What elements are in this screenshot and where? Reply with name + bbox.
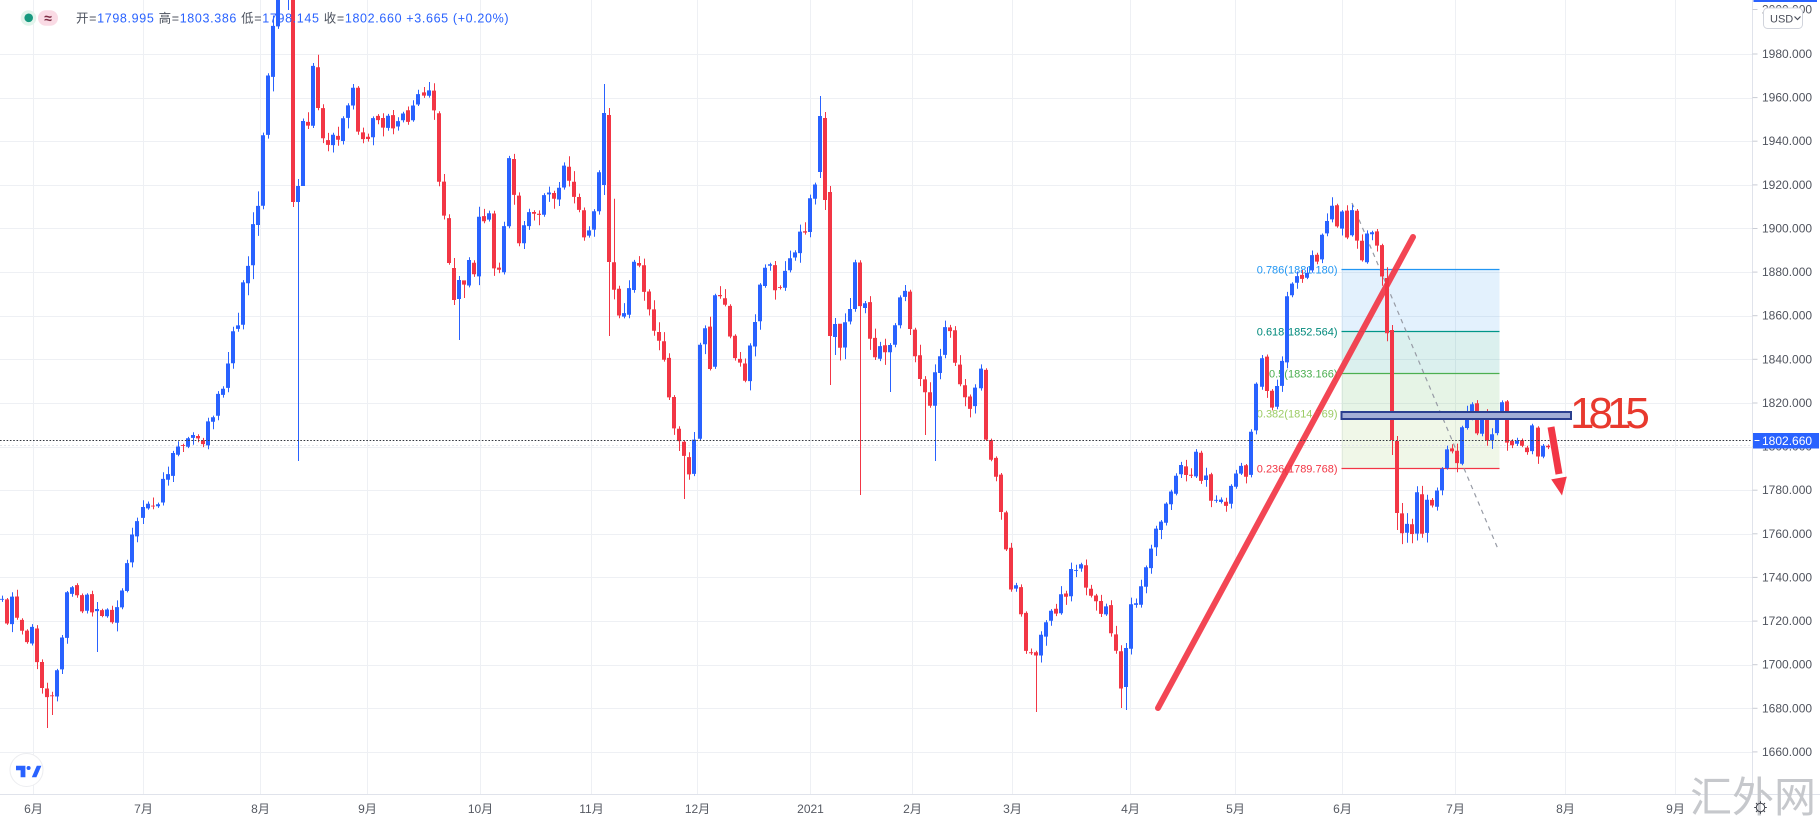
svg-text:1940.000: 1940.000 <box>1762 134 1812 148</box>
svg-text:开=1798.995 高=1803.386 低=1798.1: 开=1798.995 高=1803.386 低=1798.145 收=1802.… <box>76 11 509 26</box>
svg-text:汇外网: 汇外网 <box>1690 774 1816 821</box>
svg-text:4月: 4月 <box>1121 802 1140 816</box>
svg-text:1740.000: 1740.000 <box>1762 570 1812 584</box>
svg-text:7月: 7月 <box>134 802 153 816</box>
svg-text:11月: 11月 <box>579 802 603 816</box>
svg-text:9月: 9月 <box>1666 802 1685 816</box>
svg-text:1802.660: 1802.660 <box>1762 434 1812 448</box>
svg-text:1980.000: 1980.000 <box>1762 47 1812 61</box>
svg-text:9月: 9月 <box>358 802 377 816</box>
svg-text:1680.000: 1680.000 <box>1762 701 1812 715</box>
svg-text:7月: 7月 <box>1446 802 1465 816</box>
svg-text:3月: 3月 <box>1003 802 1022 816</box>
svg-text:1760.000: 1760.000 <box>1762 527 1812 541</box>
svg-text:1820.000: 1820.000 <box>1762 396 1812 410</box>
svg-text:6月: 6月 <box>1333 802 1352 816</box>
svg-text:2月: 2月 <box>903 802 922 816</box>
svg-text:1700.000: 1700.000 <box>1762 658 1812 672</box>
svg-text:12月: 12月 <box>685 802 710 816</box>
svg-text:0.5(1833.166): 0.5(1833.166) <box>1269 369 1338 381</box>
svg-text:1660.000: 1660.000 <box>1762 745 1812 759</box>
svg-text:10月: 10月 <box>468 802 493 816</box>
svg-text:0.618(1852.564): 0.618(1852.564) <box>1257 327 1338 339</box>
svg-text:8月: 8月 <box>1556 802 1575 816</box>
svg-text:1960.000: 1960.000 <box>1762 91 1812 105</box>
svg-text:1920.000: 1920.000 <box>1762 178 1812 192</box>
svg-text:6月: 6月 <box>24 802 43 816</box>
svg-text:1840.000: 1840.000 <box>1762 352 1812 366</box>
svg-text:1720.000: 1720.000 <box>1762 614 1812 628</box>
svg-text:USD: USD <box>1770 14 1793 26</box>
svg-text:1780.000: 1780.000 <box>1762 483 1812 497</box>
svg-text:0.382(1814.769): 0.382(1814.769) <box>1257 409 1338 421</box>
svg-text:0.236(1789.768): 0.236(1789.768) <box>1257 464 1338 476</box>
svg-text:1900.000: 1900.000 <box>1762 222 1812 236</box>
svg-text:≈: ≈ <box>44 10 52 26</box>
svg-text:5月: 5月 <box>1226 802 1245 816</box>
svg-text:1880.000: 1880.000 <box>1762 265 1812 279</box>
svg-text:2021: 2021 <box>797 802 824 816</box>
svg-text:8月: 8月 <box>251 802 270 816</box>
svg-text:1860.000: 1860.000 <box>1762 309 1812 323</box>
svg-text:1815: 1815 <box>1570 389 1648 438</box>
